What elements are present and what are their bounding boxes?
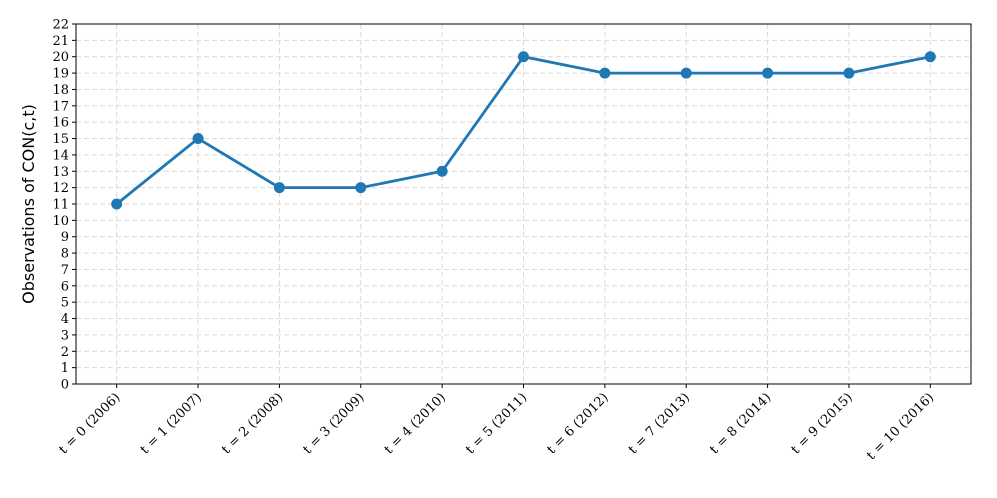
point [436,165,448,177]
y-tick-label: 4 [61,312,69,327]
y-tick-label: 16 [52,116,69,131]
point [599,67,611,79]
y-tick-label: 7 [61,263,69,278]
plot-frame [75,23,972,385]
y-tick-label: 6 [61,279,69,294]
y-tick-label: 13 [52,165,69,180]
y-tick-label: 15 [52,132,69,147]
x-tick-label: t = 10 (2016) [864,390,937,463]
x-tick-label: t = 1 (2007) [138,390,205,457]
point [518,51,529,63]
x-tick-label: t = 2 (2008) [219,390,286,457]
point [192,133,204,145]
x-tick-label: t = 7 (2013) [626,390,693,457]
y-tick-label: 14 [52,148,69,163]
y-tick-label: 5 [61,296,69,311]
y-tick-label: 22 [52,18,69,33]
y-tick-label: 10 [52,214,69,229]
y-tick-label: 20 [52,50,69,65]
y-tick-label: 19 [52,67,69,82]
point [111,198,123,210]
x-tick-label: t = 9 (2015) [789,390,856,457]
x-tick-label: t = 0 (2006) [56,390,123,457]
x-tick-label: t = 5 (2011) [463,390,530,457]
y-tick-label: 1 [61,361,69,376]
y-tick-label: 2 [61,345,69,360]
y-tick-label: 12 [52,181,69,196]
point [924,51,936,63]
y-tick-label: 18 [52,83,69,98]
y-tick-label: 9 [61,230,69,245]
y-tick-label: 11 [52,198,69,213]
x-tick-label: t = 4 (2010) [382,390,449,457]
y-tick-label: 21 [52,34,69,49]
y-tick-label: 17 [52,99,69,114]
y-tick-label: 0 [61,378,69,393]
point [273,182,285,194]
y-tick-label: 8 [61,247,69,262]
x-tick-label: t = 8 (2014) [707,390,774,457]
y-tick-label: 3 [61,328,69,343]
point [843,67,855,79]
point [762,67,774,79]
point [680,67,692,79]
x-tick-label: t = 3 (2009) [300,390,367,457]
point [355,182,367,194]
x-tick-label: t = 6 (2012) [545,390,612,457]
y-axis-label: Observations of CON(c,t) [19,104,38,304]
